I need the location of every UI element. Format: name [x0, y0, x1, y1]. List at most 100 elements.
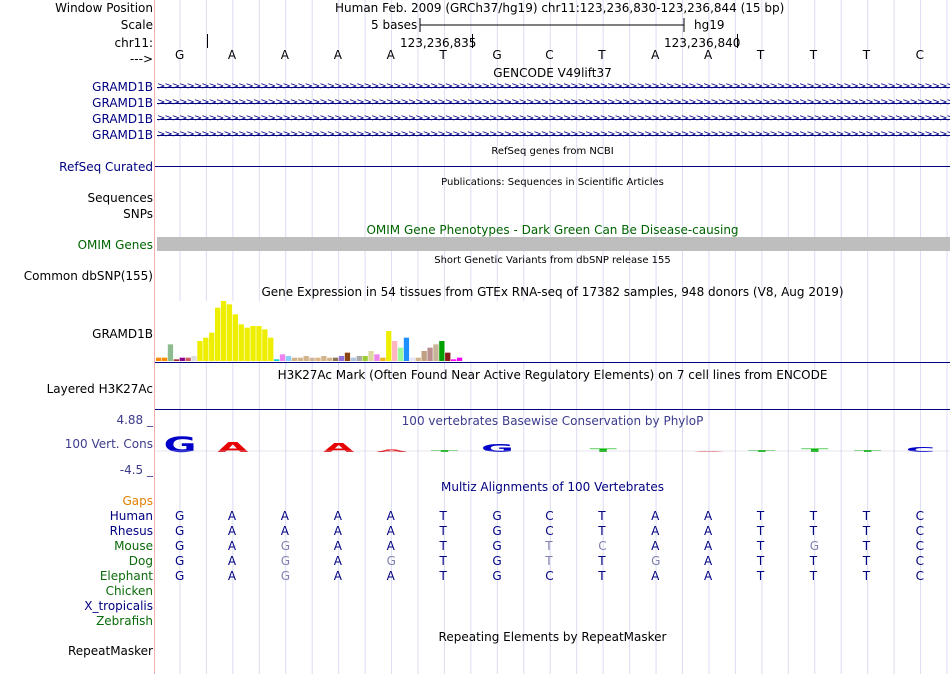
- gtex-tissue-bar: [403, 337, 410, 361]
- alignment-base: T: [756, 509, 765, 523]
- gtex-title: Gene Expression in 54 tissues from GTEx …: [261, 285, 844, 299]
- coord-tick-start: [207, 34, 208, 48]
- gtex-tissue-bar: [445, 352, 451, 361]
- alignment-base: T: [439, 524, 447, 538]
- gtex-tissue-bar: [161, 357, 168, 361]
- gtex-tissue-bar: [368, 351, 374, 361]
- alignment-base: G: [175, 539, 185, 553]
- alignment-base: C: [545, 509, 554, 523]
- base-letter: A: [280, 48, 290, 62]
- omim-label[interactable]: OMIM Genes: [77, 238, 153, 252]
- base-letter: T: [439, 48, 447, 62]
- coord-tick-right: [737, 34, 738, 48]
- alignment-base: T: [439, 509, 447, 523]
- gtex-tissue-bar: [380, 357, 386, 361]
- alignment-base: A: [280, 509, 290, 523]
- repeatmasker-label[interactable]: RepeatMasker: [67, 644, 153, 658]
- gencode-gene-bar[interactable]: >>>>>>>>>>>>>>>>>>>>>>>>>>>>>>>>>>>>>>>>…: [157, 112, 950, 126]
- alignment-base: C: [915, 509, 924, 523]
- phylop-logo[interactable]: GAAATGTATTTC: [155, 430, 950, 470]
- gtex-gene-label[interactable]: GRAMD1B: [92, 327, 153, 341]
- alignment-base: C: [545, 524, 554, 538]
- gtex-tissue-bar: [256, 326, 262, 361]
- alignment-base: T: [756, 569, 765, 583]
- alignment-base: T: [598, 509, 606, 523]
- alignment-base: A: [333, 554, 342, 568]
- base-letter: T: [809, 48, 818, 62]
- phylop-base-glyph: C: [906, 445, 935, 454]
- gtex-tissue-bar: [268, 337, 274, 361]
- alignment-base: T: [545, 554, 553, 568]
- alignment-base: A: [386, 539, 395, 553]
- sequences-label[interactable]: Sequences: [87, 191, 153, 205]
- dbsnp-label[interactable]: Common dbSNP(155): [23, 269, 153, 283]
- phylop-base-glyph: T: [590, 448, 618, 453]
- phylop-base-glyph: T: [801, 448, 829, 453]
- gtex-tissue-bar: [350, 357, 356, 361]
- gencode-gene-label[interactable]: GRAMD1B: [92, 96, 153, 110]
- cons-min-label: -4.5 _: [119, 463, 153, 477]
- phylop-title: 100 vertebrates Basewise Conservation by…: [401, 414, 704, 428]
- alignment-base: A: [280, 524, 290, 538]
- label-separator: [154, 0, 155, 674]
- alignment-base: T: [439, 569, 447, 583]
- publications-title: Publications: Sequences in Scientific Ar…: [441, 177, 664, 188]
- gencode-gene-bar[interactable]: >>>>>>>>>>>>>>>>>>>>>>>>>>>>>>>>>>>>>>>>…: [157, 80, 950, 94]
- refseq-title: RefSeq genes from NCBI: [491, 146, 614, 157]
- coord-tick-left: [472, 34, 473, 48]
- base-letter: C: [915, 48, 924, 62]
- omim-gene-bar[interactable]: [157, 237, 950, 251]
- gencode-gene-label[interactable]: GRAMD1B: [92, 112, 153, 126]
- alignment-base: A: [651, 524, 660, 538]
- cons-label[interactable]: 100 Vert. Cons: [64, 437, 153, 451]
- alignment-base: G: [492, 509, 502, 523]
- snps-label[interactable]: SNPs: [123, 207, 153, 221]
- gtex-tissue-bar: [327, 357, 333, 361]
- gtex-tissue-bar: [338, 356, 345, 361]
- gtex-tissue-bar: [226, 304, 233, 361]
- gtex-tissue-bar: [356, 356, 362, 361]
- alignment-base: T: [598, 569, 606, 583]
- phylop-base-glyph: G: [164, 432, 197, 457]
- gtex-tissue-bar: [362, 356, 368, 361]
- alignment-base: A: [227, 509, 237, 523]
- gtex-tissue-bar: [262, 329, 268, 361]
- alignment-base: G: [280, 569, 291, 583]
- dbsnp-title: Short Genetic Variants from dbSNP releas…: [434, 255, 671, 266]
- coord-left: 123,236,835: [400, 36, 477, 50]
- alignment-base: A: [333, 539, 342, 553]
- alignment-base: G: [492, 524, 502, 538]
- gencode-gene-bar[interactable]: >>>>>>>>>>>>>>>>>>>>>>>>>>>>>>>>>>>>>>>>…: [157, 128, 950, 142]
- gtex-tissue-bar: [197, 341, 203, 361]
- base-letter: T: [862, 48, 871, 62]
- base-letter: C: [545, 48, 554, 62]
- refseq-gene-line[interactable]: [155, 166, 950, 167]
- base-letter: A: [704, 48, 713, 62]
- alignment-base: G: [175, 554, 185, 568]
- alignment-base: T: [756, 524, 765, 538]
- alignment-base: A: [333, 509, 342, 523]
- position-text: Human Feb. 2009 (GRCh37/hg19) chr11:123,…: [335, 1, 785, 15]
- gtex-bar-chart[interactable]: [155, 299, 555, 361]
- gencode-gene-label[interactable]: GRAMD1B: [92, 80, 153, 94]
- gtex-tissue-bar: [285, 356, 292, 361]
- alignment-base: G: [280, 539, 291, 553]
- gtex-tissue-bar: [427, 347, 433, 361]
- h3k27ac-label[interactable]: Layered H3K27Ac: [46, 382, 153, 396]
- refseq-label[interactable]: RefSeq Curated: [59, 160, 153, 174]
- gtex-tissue-bar: [303, 356, 309, 361]
- gtex-baseline: [155, 362, 950, 363]
- alignment-base: A: [227, 524, 237, 538]
- gencode-gene-bar[interactable]: >>>>>>>>>>>>>>>>>>>>>>>>>>>>>>>>>>>>>>>>…: [157, 96, 950, 110]
- species-label: Mouse: [114, 539, 153, 553]
- gtex-tissue-bar: [409, 357, 415, 361]
- gtex-tissue-bar: [397, 347, 404, 361]
- alignment-base: A: [704, 509, 713, 523]
- alignment-base: A: [651, 539, 660, 553]
- species-label: Human: [109, 509, 153, 523]
- alignment-base: G: [280, 554, 291, 568]
- alignment-base: G: [175, 509, 185, 523]
- alignment-base: T: [809, 554, 818, 568]
- gencode-gene-label[interactable]: GRAMD1B: [92, 128, 153, 142]
